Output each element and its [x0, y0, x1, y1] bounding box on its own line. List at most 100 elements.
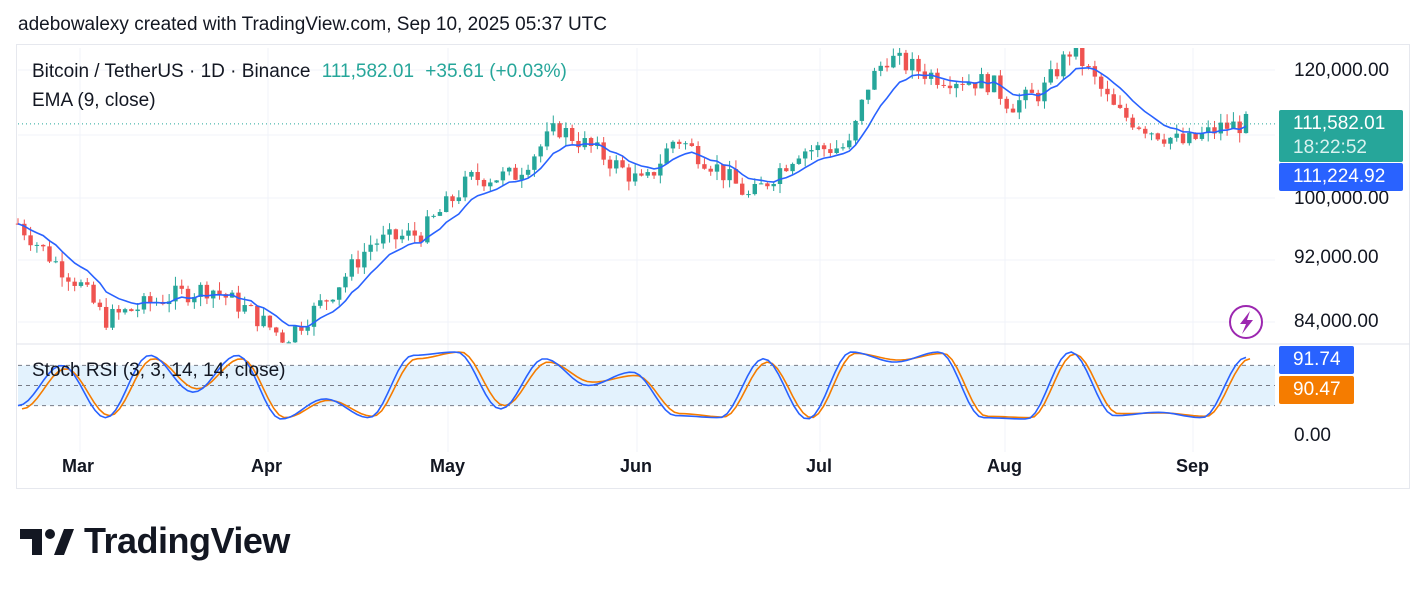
- candle-body-37: [248, 305, 254, 307]
- candle-body-148: [947, 85, 953, 89]
- candle-body-11: [85, 282, 90, 285]
- month-label-jul: Jul: [806, 456, 833, 476]
- candle-body-35: [236, 292, 241, 312]
- candle-body-70: [456, 197, 462, 202]
- candle-body-61: [399, 235, 405, 240]
- stoch-d-line: [21, 351, 1251, 419]
- candle-body-150: [960, 83, 965, 85]
- month-label-apr: Apr: [251, 456, 282, 476]
- candle-body-76: [494, 180, 499, 183]
- candle-body-134: [859, 99, 865, 121]
- candle-body-10: [78, 282, 84, 286]
- candle-body-1: [22, 223, 27, 236]
- candle-body-44: [292, 326, 298, 343]
- ema-legend[interactable]: EMA (9, close): [32, 90, 156, 111]
- candle-body-140: [897, 52, 902, 56]
- attribution-header: adebowalexy created with TradingView.com…: [18, 14, 607, 35]
- candle-body-183: [1168, 137, 1173, 144]
- candle-body-82: [532, 156, 537, 170]
- candle-body-165: [1054, 69, 1060, 77]
- candle-body-65: [425, 216, 430, 243]
- candle-body-184: [1174, 133, 1179, 138]
- candle-body-26: [179, 285, 184, 289]
- candle-body-139: [891, 55, 896, 68]
- candle-body-128: [821, 145, 827, 150]
- last-price-badge-value: 111,582.01: [1293, 113, 1386, 134]
- candle-body-127: [815, 145, 820, 151]
- candle-body-21: [148, 296, 153, 304]
- candle-body-167: [1067, 54, 1072, 57]
- chart-frame: [16, 44, 1410, 489]
- candle-body-80: [519, 174, 524, 180]
- candle-body-142: [910, 58, 915, 71]
- candle-body-146: [935, 72, 940, 85]
- candle-body-60: [393, 229, 399, 240]
- candle-body-174: [1111, 94, 1116, 105]
- candle-body-114: [733, 169, 739, 184]
- candle-body-156: [998, 75, 1003, 99]
- ema-value-badge: 111,224.92: [1279, 163, 1403, 191]
- candle-body-9: [72, 281, 77, 286]
- candle-body-171: [1092, 66, 1098, 77]
- candle-body-42: [280, 332, 285, 343]
- price-tick-92000: 92,000.00: [1294, 247, 1379, 268]
- candle-body-62: [406, 230, 411, 236]
- candle-body-121: [777, 168, 783, 185]
- month-label-may: May: [430, 456, 466, 476]
- candle-body-63: [412, 230, 417, 236]
- candle-body-159: [1017, 100, 1022, 113]
- candle-body-15: [110, 308, 115, 328]
- candle-body-69: [450, 196, 455, 202]
- candle-body-131: [840, 147, 846, 149]
- countdown-timer: 18:22:52: [1293, 137, 1367, 158]
- candle-body-95: [614, 160, 619, 169]
- candle-body-137: [878, 65, 883, 71]
- candle-body-129: [828, 149, 833, 154]
- candle-body-87: [563, 128, 569, 138]
- candle-body-110: [708, 168, 713, 172]
- tradingview-logo[interactable]: TradingView: [20, 520, 290, 562]
- candle-body-111: [714, 164, 720, 172]
- candle-body-93: [601, 142, 606, 160]
- candle-body-187: [1193, 132, 1198, 139]
- candle-body-169: [1080, 48, 1085, 67]
- candle-body-104: [670, 141, 676, 149]
- candle-body-84: [544, 131, 550, 147]
- candle-body-124: [796, 158, 802, 164]
- candle-body-115: [740, 183, 745, 195]
- stoch-k-badge: 91.74: [1279, 346, 1354, 374]
- candle-body-39: [261, 315, 266, 327]
- candle-body-106: [683, 143, 688, 145]
- candle-body-109: [702, 164, 707, 169]
- candle-body-18: [129, 309, 134, 312]
- candle-body-83: [538, 146, 543, 157]
- candle-body-73: [475, 171, 480, 180]
- candle-body-25: [173, 285, 178, 302]
- price-tick-120000: 120,000.00: [1294, 60, 1390, 81]
- month-label-mar: Mar: [62, 456, 95, 476]
- candle-body-64: [418, 235, 424, 243]
- candle-body-49: [324, 300, 329, 302]
- candle-body-118: [758, 183, 764, 185]
- candle-body-27: [185, 288, 191, 303]
- price-change-label: +35.61 (+0.03%): [425, 61, 567, 82]
- candle-body-67: [437, 212, 443, 216]
- candle-body-188: [1199, 133, 1205, 139]
- candle-body-75: [488, 182, 493, 187]
- tradingview-logo-icon: [20, 529, 74, 555]
- candle-body-116: [746, 194, 751, 196]
- candle-body-179: [1143, 128, 1148, 134]
- candle-body-17: [122, 309, 128, 313]
- candle-body-122: [784, 168, 789, 172]
- candle-body-46: [305, 326, 310, 331]
- candle-body-51: [336, 287, 342, 300]
- candle-body-97: [626, 167, 632, 182]
- candle-body-162: [1035, 92, 1041, 102]
- chart-legend: Bitcoin / TetherUS · 1D · Binance 111,58…: [32, 61, 567, 83]
- candle-body-113: [727, 169, 732, 181]
- stoch-rsi-legend[interactable]: Stoch RSI (3, 3, 14, 14, close): [32, 360, 286, 381]
- candle-body-191: [1218, 122, 1224, 134]
- candle-body-157: [1004, 98, 1009, 109]
- candle-body-45: [299, 326, 304, 331]
